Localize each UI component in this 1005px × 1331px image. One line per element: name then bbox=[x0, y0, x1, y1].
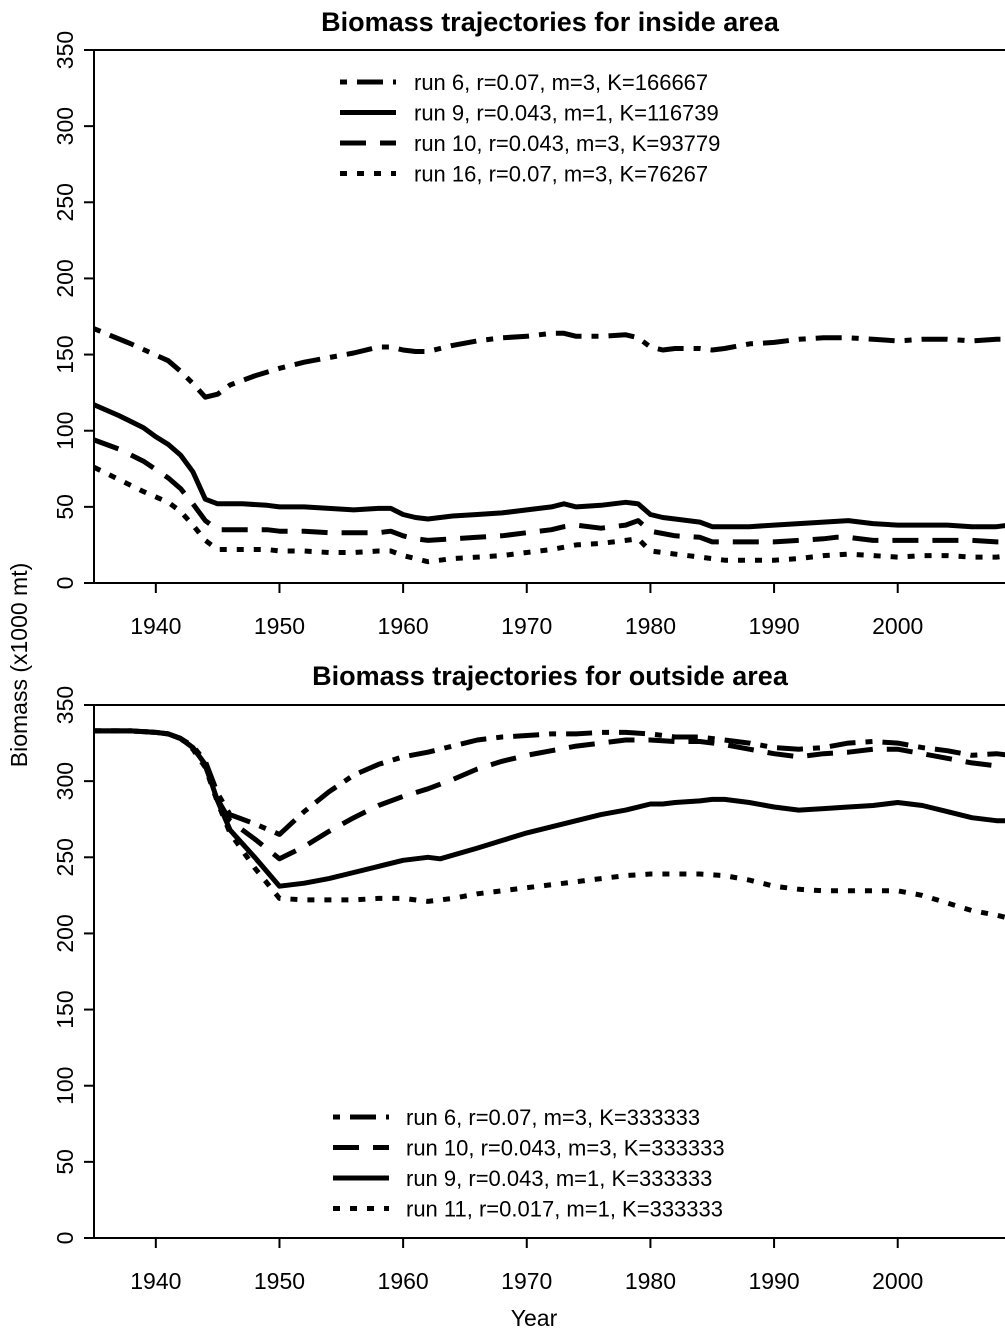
y-tick-label: 350 bbox=[52, 686, 78, 724]
x-ticks-inside: 1940 1950 1960 1970 1980 1990 2000 bbox=[130, 583, 923, 639]
y-tick-label: 150 bbox=[52, 990, 78, 1028]
legend-entry-label: run 6, r=0.07, m=3, K=333333 bbox=[406, 1105, 700, 1130]
series-line-dash-outside bbox=[94, 728, 1005, 862]
series-line-solid-inside bbox=[94, 402, 1005, 530]
x-ticks-outside: 1940 1950 1960 1970 1980 1990 2000 bbox=[130, 1238, 923, 1294]
panel-title-outside: Biomass trajectories for outside area bbox=[312, 661, 789, 691]
panel-inside-area: Biomass trajectories for inside area 0 50… bbox=[52, 7, 1005, 639]
y-ticks-inside: 0 50 100 150 200 250 300 350 bbox=[52, 31, 94, 590]
series-line-dash-inside bbox=[94, 437, 1005, 545]
x-tick-label: 1990 bbox=[748, 1268, 799, 1294]
y-tick-label: 50 bbox=[52, 494, 78, 520]
y-tick-label: 250 bbox=[52, 183, 78, 221]
panel-title-inside: Biomass trajectories for inside area bbox=[321, 7, 780, 37]
x-tick-label: 1950 bbox=[254, 1268, 305, 1294]
plot-frame-inside bbox=[93, 49, 1005, 584]
plot-frame-outside bbox=[93, 704, 1005, 1239]
x-tick-label: 1960 bbox=[378, 1268, 429, 1294]
y-tick-label: 100 bbox=[52, 412, 78, 450]
y-tick-label: 200 bbox=[52, 259, 78, 297]
series-line-dotdash-inside bbox=[94, 326, 1005, 400]
y-tick-label: 200 bbox=[52, 914, 78, 952]
y-tick-label: 250 bbox=[52, 838, 78, 876]
series-lines-outside bbox=[94, 728, 1005, 920]
y-tick-label: 0 bbox=[52, 1232, 78, 1245]
x-tick-label: 1980 bbox=[625, 1268, 676, 1294]
shared-y-axis-label: Biomass (x1000 mt) bbox=[6, 563, 32, 768]
x-tick-label: 1950 bbox=[254, 613, 305, 639]
legend-entry-label: run 16, r=0.07, m=3, K=76267 bbox=[414, 162, 708, 187]
x-tick-label: 1960 bbox=[378, 613, 429, 639]
x-tick-label: 2000 bbox=[872, 1268, 923, 1294]
legend-entry-label: run 10, r=0.043, m=3, K=333333 bbox=[406, 1136, 725, 1161]
x-tick-label: 1980 bbox=[625, 613, 676, 639]
legend-entry-label: run 9, r=0.043, m=1, K=116739 bbox=[414, 101, 719, 126]
x-tick-label: 1990 bbox=[748, 613, 799, 639]
series-line-solid-outside bbox=[94, 728, 1005, 889]
series-line-dot-inside bbox=[94, 465, 1005, 565]
legend-entry-label: run 10, r=0.043, m=3, K=93779 bbox=[414, 131, 720, 156]
legend-entry-label: run 11, r=0.017, m=1, K=333333 bbox=[406, 1197, 723, 1222]
y-tick-label: 350 bbox=[52, 31, 78, 69]
x-tick-label: 1970 bbox=[501, 613, 552, 639]
x-tick-label: 2000 bbox=[872, 613, 923, 639]
legend-inside: run 6, r=0.07, m=3, K=166667 run 9, r=0.0… bbox=[340, 70, 720, 187]
y-tick-label: 50 bbox=[52, 1149, 78, 1175]
y-tick-label: 150 bbox=[52, 335, 78, 373]
y-tick-label: 300 bbox=[52, 107, 78, 145]
x-tick-label: 1940 bbox=[130, 613, 181, 639]
panel-outside-area: Biomass trajectories for outside area 0 5… bbox=[52, 661, 1005, 1294]
series-lines-inside bbox=[94, 326, 1005, 565]
y-tick-label: 0 bbox=[52, 577, 78, 590]
legend-entry-label: run 6, r=0.07, m=3, K=166667 bbox=[414, 70, 708, 95]
series-line-dot-outside bbox=[94, 728, 1005, 920]
x-tick-label: 1940 bbox=[130, 1268, 181, 1294]
y-ticks-outside: 0 50 100 150 200 250 300 350 bbox=[52, 686, 94, 1245]
y-tick-label: 300 bbox=[52, 762, 78, 800]
legend-outside: run 6, r=0.07, m=3, K=333333 run 10, r=0.… bbox=[333, 1105, 725, 1222]
x-axis-label: Year bbox=[511, 1305, 558, 1331]
y-tick-label: 100 bbox=[52, 1067, 78, 1105]
legend-entry-label: run 9, r=0.043, m=1, K=333333 bbox=[406, 1166, 712, 1191]
x-tick-label: 1970 bbox=[501, 1268, 552, 1294]
